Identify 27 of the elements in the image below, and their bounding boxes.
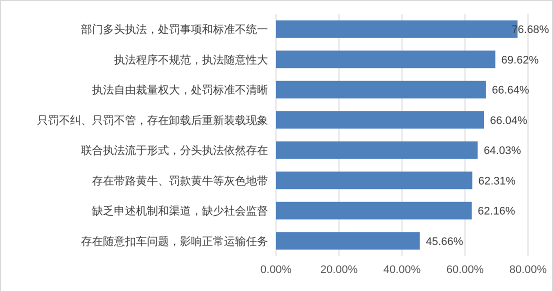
y-tick-label: 只罚不纠、只罚不管，存在卸载后重新装载现象 xyxy=(37,114,268,127)
data-label: 66.04% xyxy=(490,114,528,127)
y-tick-label: 部门多头执法，处罚事项和标准不统一 xyxy=(81,23,268,36)
data-label: 64.03% xyxy=(484,145,522,158)
x-tick-label: 40.00% xyxy=(383,264,421,276)
y-tick-label: 联合执法流于形式，分头执法依然存在 xyxy=(81,144,268,158)
x-tick-label: 60.00% xyxy=(446,264,484,276)
x-tick-label: 0.00% xyxy=(260,264,292,276)
data-label: 69.62% xyxy=(501,54,539,66)
bar xyxy=(276,50,496,68)
data-label: 62.31% xyxy=(478,175,516,188)
bar xyxy=(276,141,478,159)
bar xyxy=(276,202,472,220)
x-tick-label: 80.00% xyxy=(509,264,547,276)
data-label: 45.66% xyxy=(426,236,464,248)
data-label: 62.16% xyxy=(478,206,516,218)
bar xyxy=(276,111,484,129)
y-tick-label: 缺乏申述机制和渠道，缺少社会监督 xyxy=(92,204,268,218)
y-tick-label: 存在带路黄牛、罚款黄牛等灰色地带 xyxy=(92,174,268,188)
bar xyxy=(276,80,486,98)
y-tick-label: 执法自由裁量权大，处罚标准不清晰 xyxy=(92,84,268,97)
y-tick-label: 存在随意扣车问题，影响正常运输任务 xyxy=(81,234,268,248)
data-label: 66.64% xyxy=(492,84,530,97)
y-tick-label: 执法程序不规范，执法随意性大 xyxy=(114,53,268,66)
x-tick-label: 20.00% xyxy=(320,264,358,276)
bar xyxy=(276,232,420,250)
bar xyxy=(276,172,472,190)
